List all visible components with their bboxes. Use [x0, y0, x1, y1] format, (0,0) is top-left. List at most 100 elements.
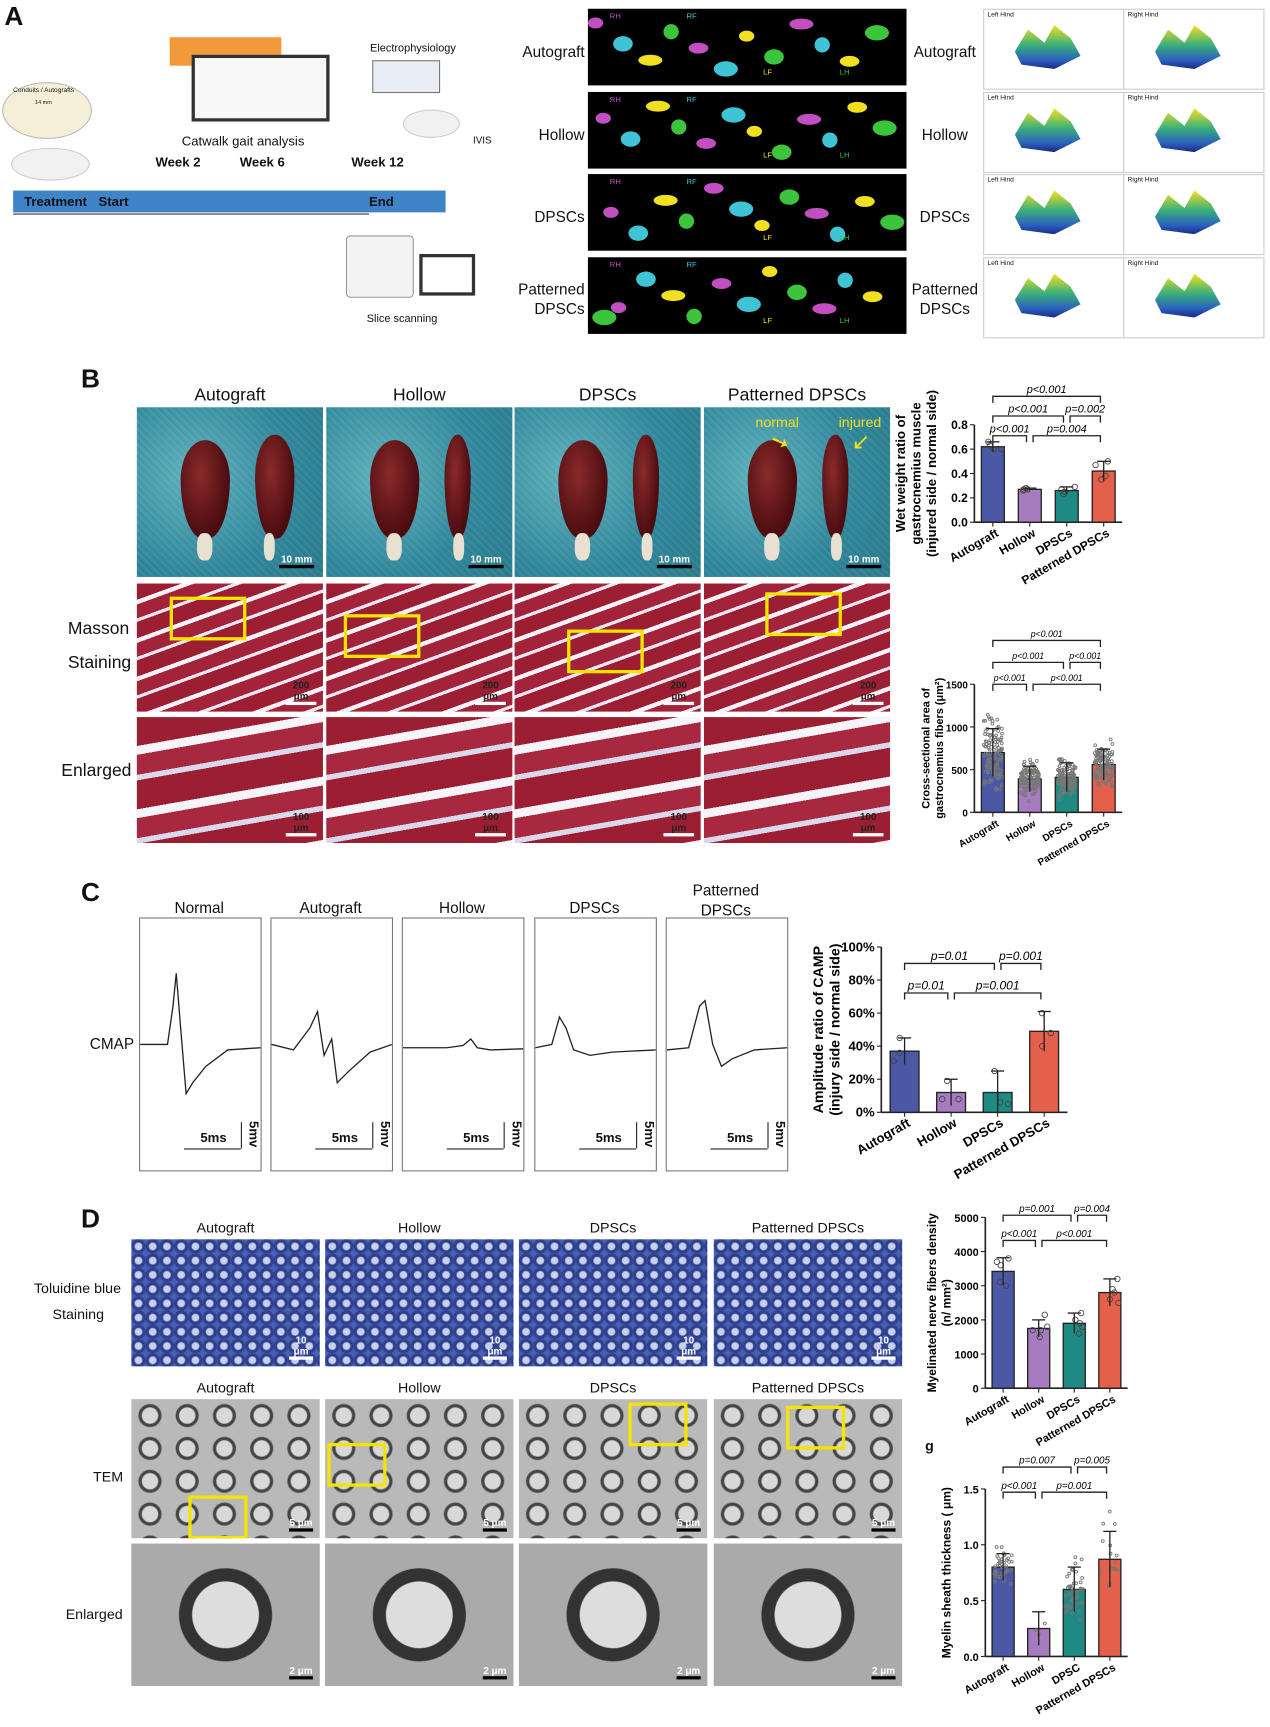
data-point: [1002, 1282, 1010, 1289]
data-point: [1073, 777, 1077, 781]
row-label-enlarged: Enlarged: [65, 1606, 123, 1623]
paw-label: LH: [839, 68, 850, 77]
data-point: [1064, 784, 1068, 789]
data-point: [1024, 786, 1028, 791]
paw-print: [789, 18, 814, 30]
paw-label: LF: [763, 68, 773, 77]
conduit-length: 14 mm: [35, 99, 52, 107]
paw-print: [797, 113, 822, 125]
paw-print: [628, 225, 649, 241]
data-point: [1069, 785, 1073, 789]
pressure-surface: [1014, 273, 1081, 318]
pressure-plot-left: Left Hind: [983, 8, 1125, 90]
panel-label-b: B: [81, 364, 101, 395]
data-point: [1022, 784, 1026, 789]
paw-label: LF: [763, 317, 773, 326]
paw-label: RF: [686, 96, 697, 105]
data-point: [1114, 1553, 1119, 1558]
row-label-toluidine: Toluidine blue: [33, 1279, 121, 1297]
bar-hollow: [1027, 1327, 1051, 1389]
pressure-plot-left: Left Hind: [983, 91, 1125, 173]
paw-print: [804, 208, 829, 219]
data-point: [1036, 1333, 1043, 1341]
data-point: [1024, 788, 1029, 793]
y-tick-label: 1000: [954, 1349, 978, 1361]
data-point: [1065, 767, 1070, 772]
column-header: DPSCs: [569, 898, 620, 917]
masson-image: 200 μm: [514, 583, 701, 712]
data-point: [1057, 794, 1062, 799]
voltage-scale-label: 5mv: [246, 1121, 262, 1148]
data-point: [1110, 784, 1114, 788]
column-header: Autograft: [194, 386, 266, 406]
paw-label: RF: [686, 261, 697, 270]
data-point: [1028, 757, 1032, 762]
data-point: [992, 1579, 997, 1584]
y-axis-label: Myelinated nerve fibers density: [925, 1213, 939, 1393]
data-point: [1033, 769, 1038, 774]
data-point: [1069, 787, 1073, 792]
significance-bracket: [992, 395, 1102, 403]
pressure-plot-right: Right Hind: [1123, 91, 1265, 173]
paw-label: RH: [609, 96, 621, 105]
paw-label: LH: [839, 317, 850, 326]
data-point: [1031, 785, 1036, 790]
data-point: [1093, 760, 1098, 765]
cmap-waveform: [402, 1038, 524, 1051]
y-axis-label: gastrocnemius fibers (μm²): [934, 677, 946, 818]
significance-bracket: [1041, 1491, 1108, 1499]
scale-bar: 2 μm: [676, 1665, 701, 1680]
data-point: [943, 1077, 951, 1085]
data-point: [981, 719, 986, 723]
pressure-plot-left: Left Hind: [983, 174, 1125, 256]
paw-print: [761, 266, 778, 277]
plot-header: Left Hind: [987, 95, 1014, 102]
data-point: [996, 1575, 1000, 1579]
scale-bar: 10 μm: [871, 1335, 896, 1360]
scale-bar: 5 μm: [289, 1517, 314, 1532]
significance-bracket: [1076, 1466, 1108, 1474]
paw-print: [587, 17, 604, 29]
conduit-inset: [2, 82, 92, 140]
cmap-trace: [402, 1038, 524, 1051]
tem-image: 5 μm: [713, 1399, 903, 1539]
y-tick-label: 0.4: [951, 467, 968, 481]
data-point: [982, 753, 986, 758]
zoom-region-box: [628, 1402, 688, 1447]
paw-print: [822, 132, 838, 148]
data-point: [1070, 769, 1075, 773]
injured-muscle: [444, 434, 471, 539]
y-tick-label: 0.5: [964, 1596, 979, 1608]
voltage-scale-label: 5mv: [772, 1121, 789, 1148]
data-point: [1097, 781, 1101, 786]
paw-print: [603, 206, 619, 218]
toluidine-image: 10 μm: [518, 1239, 708, 1367]
paw-print: [855, 195, 875, 207]
p-value-label: p=0.007: [1018, 1456, 1055, 1467]
significance-bracket: [1076, 1214, 1108, 1222]
p-value-label: p=0.004: [1046, 423, 1087, 435]
enlarged-tem-image: 2 μm: [713, 1543, 903, 1686]
column-header: Hollow: [393, 386, 446, 406]
scale-bar: 10 mm: [846, 554, 882, 569]
data-point: [1057, 772, 1062, 777]
conduit-label: Conduits / Autografts: [13, 87, 75, 95]
data-point: [982, 782, 987, 787]
voltage-scale-label: 5mv: [509, 1121, 525, 1148]
catwalk-image: RH RF LF LH: [587, 91, 907, 169]
zoom-region-box: [786, 1405, 846, 1450]
data-point: [994, 733, 998, 738]
data-point: [1024, 780, 1028, 784]
slice-scanning-label: Slice scanning: [366, 313, 438, 326]
p-value-label: p<0.001: [1050, 673, 1083, 683]
group-label-left: Patterned DPSCs: [518, 280, 585, 318]
paw-print: [671, 119, 687, 135]
enlarged-masson-image: 100 μm: [136, 717, 323, 843]
group-label-left: Hollow: [538, 125, 585, 144]
data-point: [997, 1563, 1002, 1567]
injured-muscle: [632, 434, 660, 539]
y-tick-label: 500: [951, 766, 968, 777]
data-point: [985, 712, 990, 717]
week12-label: Week 12: [351, 154, 404, 170]
